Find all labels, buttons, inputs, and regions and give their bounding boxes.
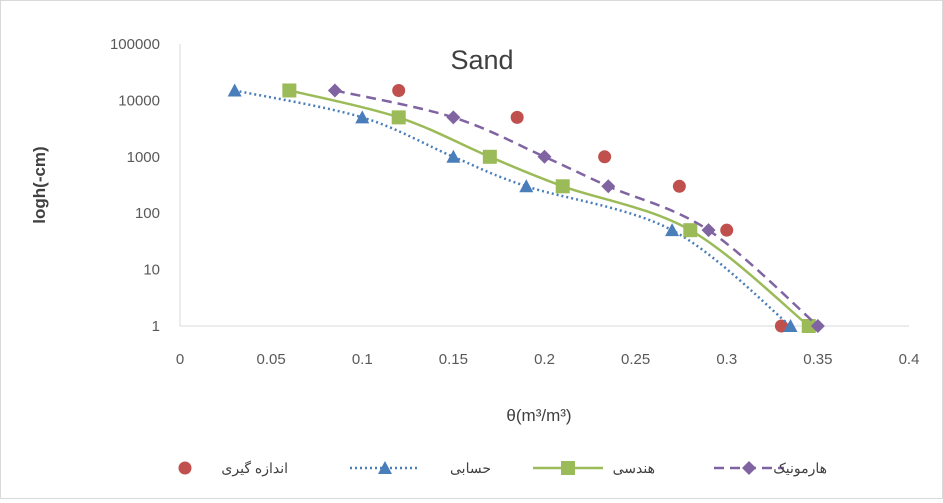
legend-item-3: هندسی bbox=[533, 460, 655, 476]
series-line bbox=[289, 89, 810, 327]
series-line bbox=[334, 89, 819, 327]
data-point bbox=[598, 150, 612, 164]
legend-marker bbox=[378, 461, 392, 474]
data-point bbox=[774, 319, 788, 333]
x-tick-label: 0.2 bbox=[534, 351, 555, 368]
x-axis-label: θ(m³/m³) bbox=[506, 406, 571, 425]
data-point bbox=[701, 223, 716, 238]
legend-item-2: حسابی bbox=[350, 460, 491, 476]
data-point bbox=[801, 319, 816, 333]
data-point bbox=[282, 83, 297, 98]
data-point bbox=[355, 110, 370, 124]
legend-label: هارمونیک bbox=[773, 460, 827, 477]
y-tick-label: 1 bbox=[152, 318, 160, 335]
data-point bbox=[810, 319, 825, 333]
data-point bbox=[537, 149, 552, 164]
data-point bbox=[601, 179, 616, 194]
series-line bbox=[234, 89, 792, 327]
series-layer bbox=[227, 83, 825, 333]
y-tick-label: 100 bbox=[135, 205, 160, 222]
data-point bbox=[665, 223, 680, 237]
x-tick-label: 0.35 bbox=[803, 351, 832, 368]
legend-marker bbox=[742, 461, 756, 475]
x-tick-label: 0.3 bbox=[716, 351, 737, 368]
data-point bbox=[446, 110, 461, 125]
chart-title: Sand bbox=[450, 45, 513, 75]
y-tick-label: 1000 bbox=[127, 149, 160, 166]
data-point bbox=[519, 179, 534, 193]
data-point bbox=[392, 83, 406, 97]
x-tick-label: 0.4 bbox=[899, 351, 920, 368]
legend-label: هندسی bbox=[613, 460, 655, 476]
data-point bbox=[446, 149, 461, 163]
y-tick-label: 10000 bbox=[118, 92, 160, 109]
y-tick-label: 100000 bbox=[110, 36, 160, 53]
data-point bbox=[482, 149, 497, 164]
y-tick-label: 10 bbox=[143, 262, 160, 279]
data-point bbox=[672, 179, 686, 193]
x-tick-label: 0.15 bbox=[439, 351, 468, 368]
data-point bbox=[555, 179, 570, 194]
y-axis-label: logh(-cm) bbox=[30, 146, 49, 223]
data-point bbox=[510, 110, 524, 124]
data-point bbox=[720, 223, 734, 237]
series-2 bbox=[227, 83, 798, 332]
series-3 bbox=[282, 83, 816, 333]
series-1 bbox=[392, 83, 788, 333]
legend: اندازه گیری حسابی هندسی هارمونیک bbox=[178, 460, 827, 477]
data-point bbox=[783, 319, 798, 332]
legend-marker bbox=[178, 461, 192, 475]
legend-item-4: هارمونیک bbox=[714, 460, 827, 477]
x-tick-label: 0.25 bbox=[621, 351, 650, 368]
data-point bbox=[327, 83, 342, 98]
data-point bbox=[391, 110, 406, 125]
legend-item-1: اندازه گیری bbox=[178, 460, 288, 477]
data-point bbox=[683, 223, 698, 238]
series-4 bbox=[327, 83, 825, 333]
x-tick-label: 0.05 bbox=[257, 351, 286, 368]
x-tick-label: 0 bbox=[176, 351, 184, 368]
legend-label: حسابی bbox=[450, 460, 491, 476]
legend-marker bbox=[561, 461, 575, 475]
legend-label: اندازه گیری bbox=[221, 460, 288, 477]
data-point bbox=[227, 83, 242, 97]
x-tick-label: 0.1 bbox=[352, 351, 373, 368]
axes: 0 0.05 0.1 0.15 0.2 0.25 0.3 0.35 0.4 1 10 100 1000 1… bbox=[110, 36, 919, 368]
